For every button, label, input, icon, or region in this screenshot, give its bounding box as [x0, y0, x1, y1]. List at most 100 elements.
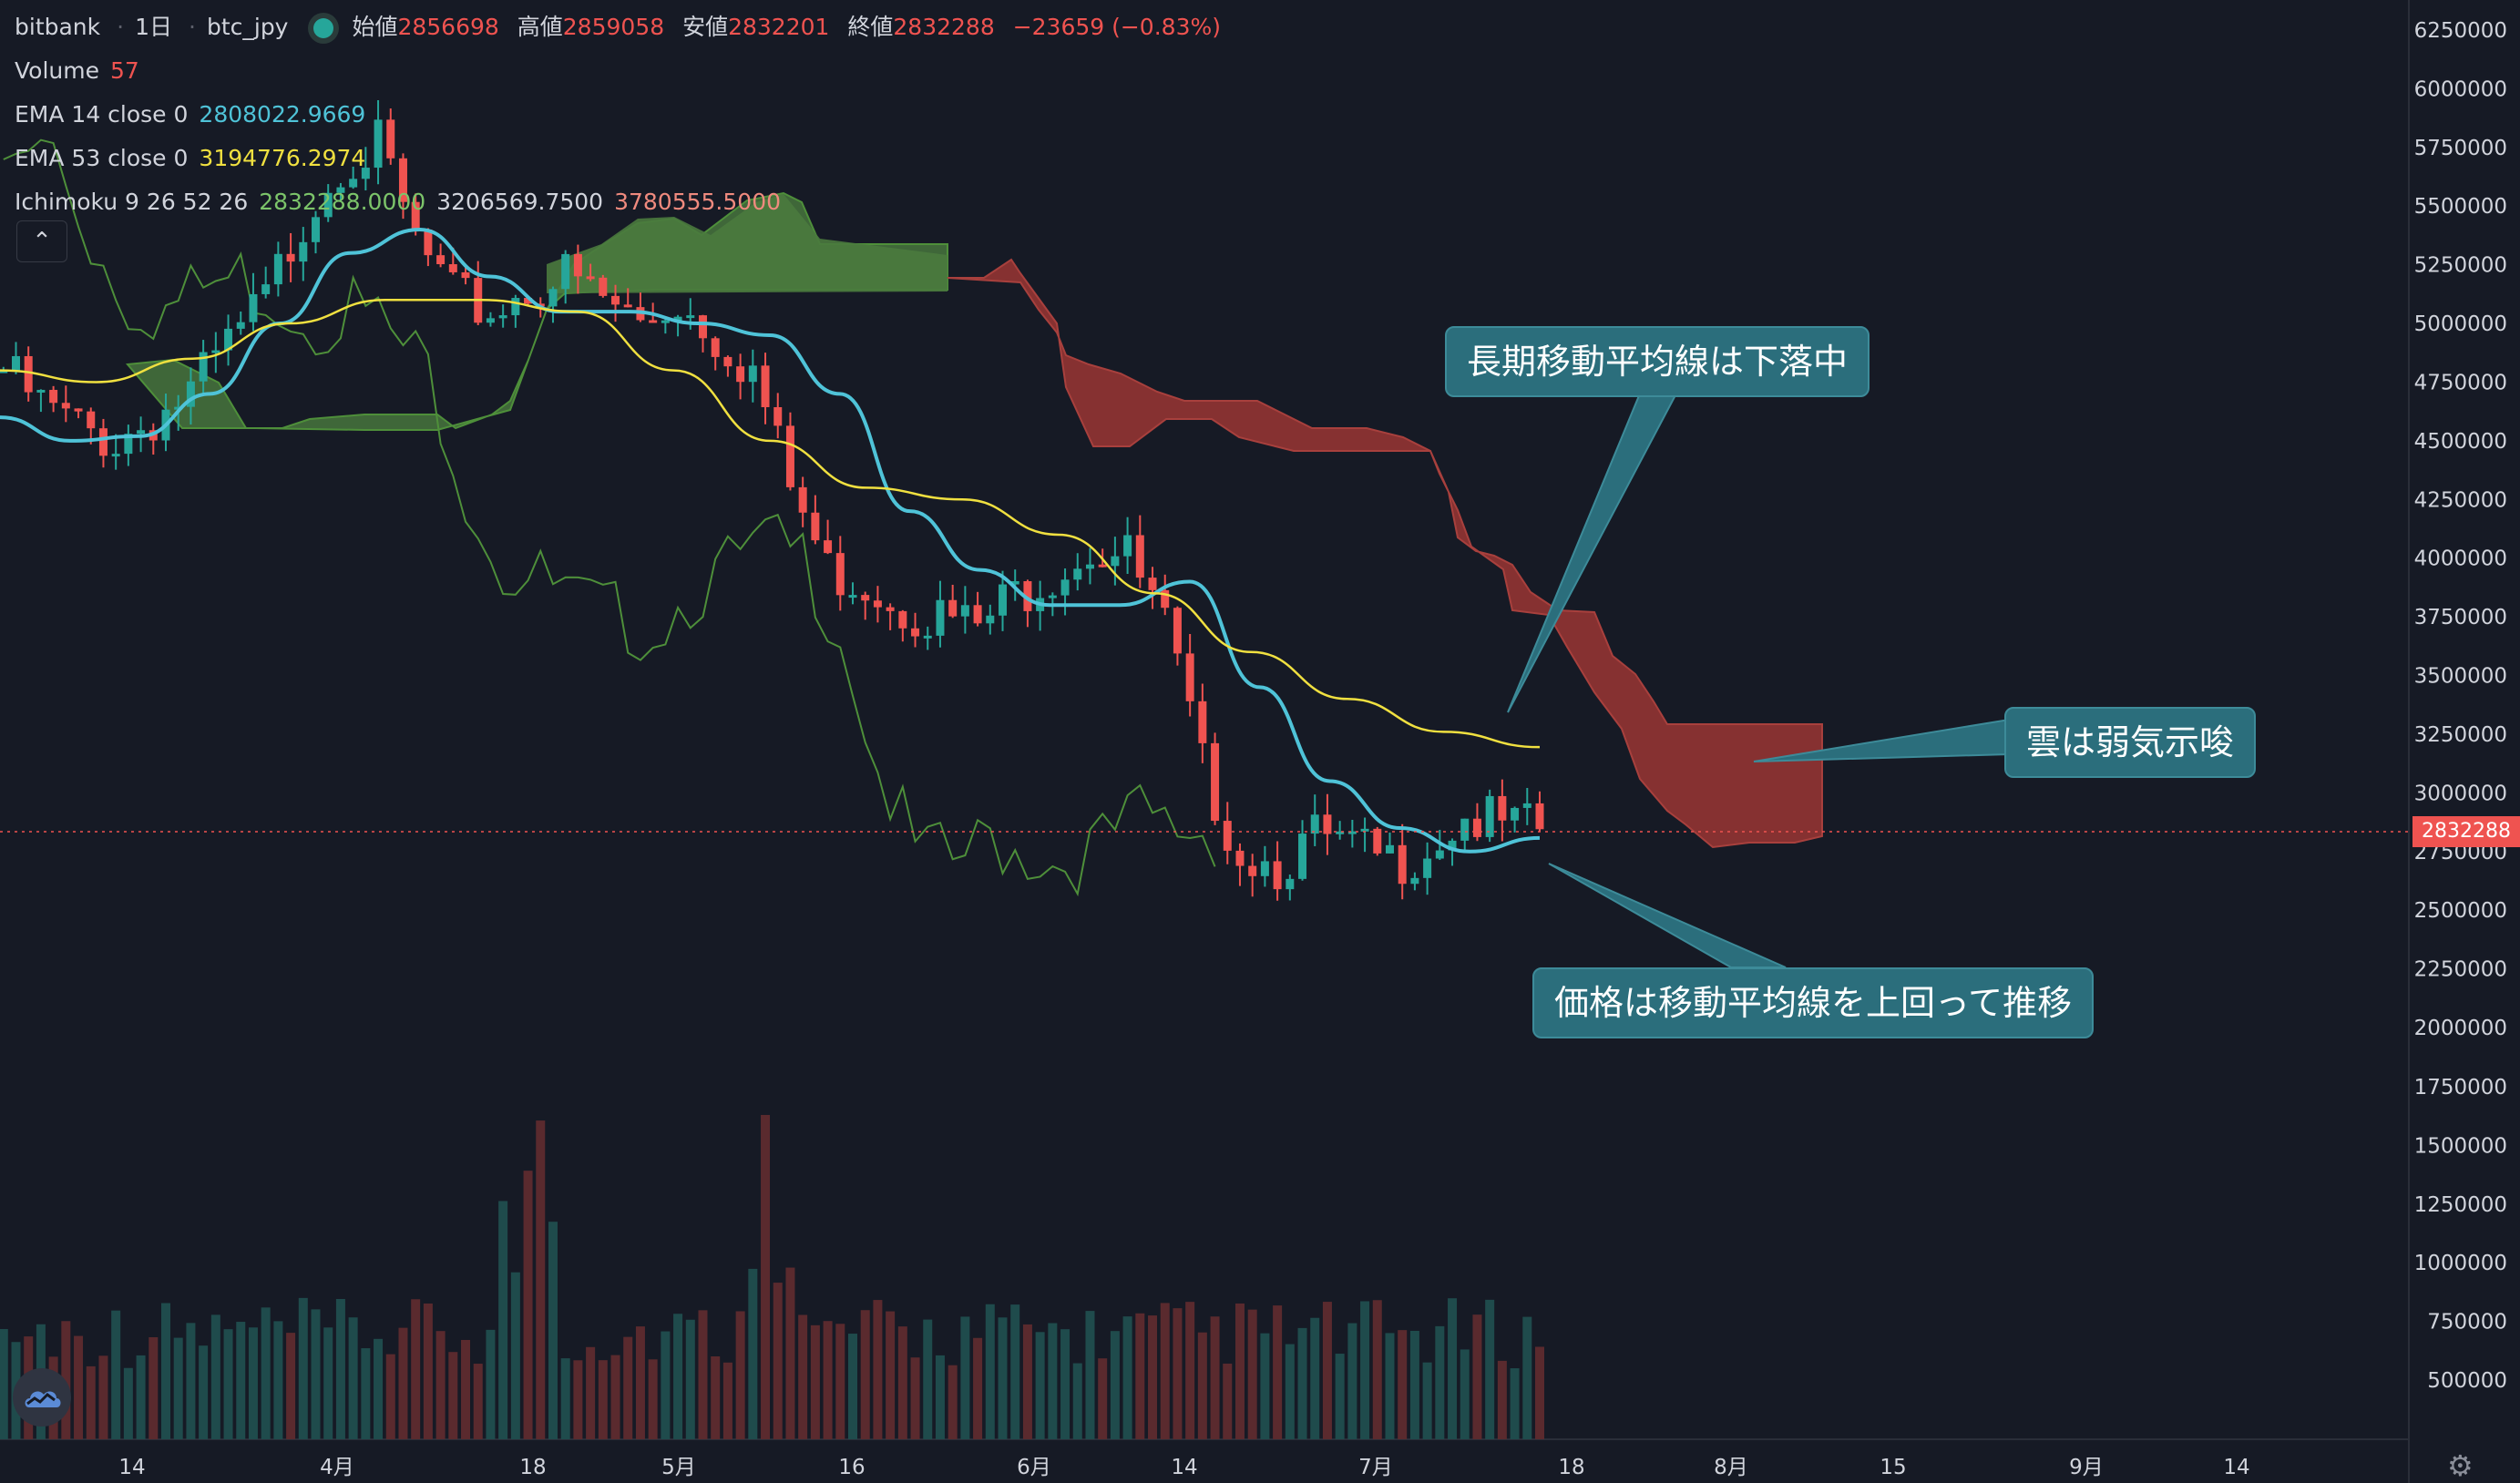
candle-body [1286, 878, 1295, 890]
collapse-legend-button[interactable]: ⌃ [16, 220, 67, 262]
volume-bar [1422, 1362, 1432, 1439]
legend-volume-row[interactable]: Volume 57 [15, 49, 1232, 93]
volume-bar [761, 1114, 771, 1439]
volume-bar [1048, 1323, 1058, 1439]
volume-bar [523, 1171, 533, 1439]
volume-bar [998, 1317, 1008, 1439]
candle-body [137, 430, 146, 435]
high-label: 高値 [517, 14, 563, 40]
volume-tick-label: 750000 [2427, 1311, 2507, 1335]
candle-body [1511, 807, 1520, 821]
candle-body [61, 403, 70, 409]
exchange-name[interactable]: bitbank [15, 14, 101, 40]
volume-bar [1173, 1308, 1183, 1439]
candle-body [1336, 831, 1345, 834]
candle-body [936, 599, 945, 636]
legend-ema14-row[interactable]: EMA 14 close 0 2808022.9669 [15, 93, 1232, 137]
candle-body [1398, 844, 1407, 885]
candle-body [11, 355, 20, 371]
ichimoku-label: Ichimoku 9 26 52 26 [15, 189, 249, 215]
volume-bar [673, 1314, 683, 1439]
volume-bar [385, 1354, 395, 1439]
candle-body [1173, 608, 1182, 654]
volume-bar [1372, 1300, 1382, 1439]
ichimoku-cloud [125, 191, 1823, 849]
candle-body [711, 338, 720, 357]
volume-bar [1234, 1303, 1245, 1439]
volume-bar [173, 1337, 183, 1439]
candle-body [211, 350, 220, 353]
volume-bar [685, 1319, 695, 1439]
candle-body [548, 289, 558, 307]
volume-bar [698, 1310, 708, 1439]
volume-bar [1510, 1368, 1520, 1439]
candle-body [361, 168, 370, 179]
volume-bar [223, 1329, 233, 1439]
candle-body [186, 381, 195, 407]
price-tick-label: 6000000 [2414, 77, 2507, 101]
volume-bar [473, 1364, 483, 1439]
candle-body [312, 217, 321, 242]
volume-bar [985, 1304, 995, 1439]
volume-bar [886, 1311, 896, 1439]
cloud-logo-icon [25, 1391, 61, 1407]
candle-body [1522, 803, 1531, 808]
tradingview-logo[interactable] [13, 1368, 71, 1427]
volume-bar [423, 1303, 433, 1439]
time-tick-label: 16 [838, 1456, 865, 1479]
symbol-label[interactable]: btc_jpy [206, 14, 289, 40]
ichimoku-value-3: 3780555.5000 [614, 189, 782, 215]
candle-body [24, 355, 33, 393]
volume-bar [210, 1314, 220, 1439]
volume-bar [1085, 1311, 1095, 1439]
candle-body [1448, 840, 1457, 851]
candle-body [1211, 742, 1220, 822]
close-value: 2832288 [893, 14, 995, 40]
volume-bar [435, 1331, 446, 1439]
ema14-line [0, 227, 1541, 854]
candle-body [1235, 850, 1245, 866]
candle-body [111, 454, 120, 457]
price-tick-label: 5250000 [2414, 254, 2507, 278]
time-tick-label: 9月 [2069, 1456, 2104, 1479]
candle-body [698, 315, 707, 339]
price-tick-label: 3750000 [2414, 606, 2507, 629]
volume-bar [298, 1297, 308, 1439]
candle-body [723, 356, 732, 367]
legend-ema53-row[interactable]: EMA 53 close 0 3194776.2974 [15, 137, 1232, 180]
callout-cloud: 雲は弱気示唆 [2004, 707, 2257, 778]
time-axis[interactable]: 14 4月 18 5月 16 6月 14 7月 18 8月 15 9月 14 [118, 1456, 2249, 1479]
candle-body [586, 276, 595, 280]
volume-bar [1398, 1330, 1408, 1439]
volume-bars [0, 1114, 1544, 1439]
time-tick-label: 18 [519, 1456, 546, 1479]
time-tick-label: 6月 [1017, 1456, 1051, 1479]
legend-ichimoku-row[interactable]: Ichimoku 9 26 52 26 2832288.0000 3206569.7… [15, 180, 1232, 224]
settings-gear-icon[interactable]: ⚙ [2447, 1448, 2474, 1483]
candle-body [461, 271, 470, 279]
price-tick-label: 5750000 [2414, 137, 2507, 160]
volume-bar [1522, 1316, 1532, 1439]
volume-bar [623, 1336, 633, 1439]
volume-bar [361, 1348, 371, 1439]
price-tick-label: 3250000 [2414, 723, 2507, 747]
ema53-line [0, 299, 1541, 749]
candle-body [1323, 814, 1332, 834]
volume-bar [560, 1358, 570, 1439]
volume-bar [261, 1307, 271, 1439]
price-axis[interactable]: 6250000 6000000 5750000 5500000 5250000 50000… [2414, 19, 2507, 1040]
volume-bar [486, 1329, 496, 1439]
candle-body [1085, 564, 1094, 569]
price-tick-label: 4750000 [2414, 371, 2507, 394]
volume-bar [398, 1327, 408, 1439]
volume-axis[interactable]: 1750000 1500000 1250000 1000000 750000 500000 [2414, 1076, 2507, 1393]
interval-label[interactable]: 1日 [135, 14, 172, 40]
volume-bar [74, 1335, 84, 1439]
volume-bar [1148, 1315, 1158, 1439]
lagging-span-line [3, 138, 1216, 897]
volume-bar [1273, 1305, 1283, 1439]
volume-bar [1360, 1301, 1370, 1439]
candle-body [386, 119, 395, 159]
candle-body [1260, 861, 1269, 876]
